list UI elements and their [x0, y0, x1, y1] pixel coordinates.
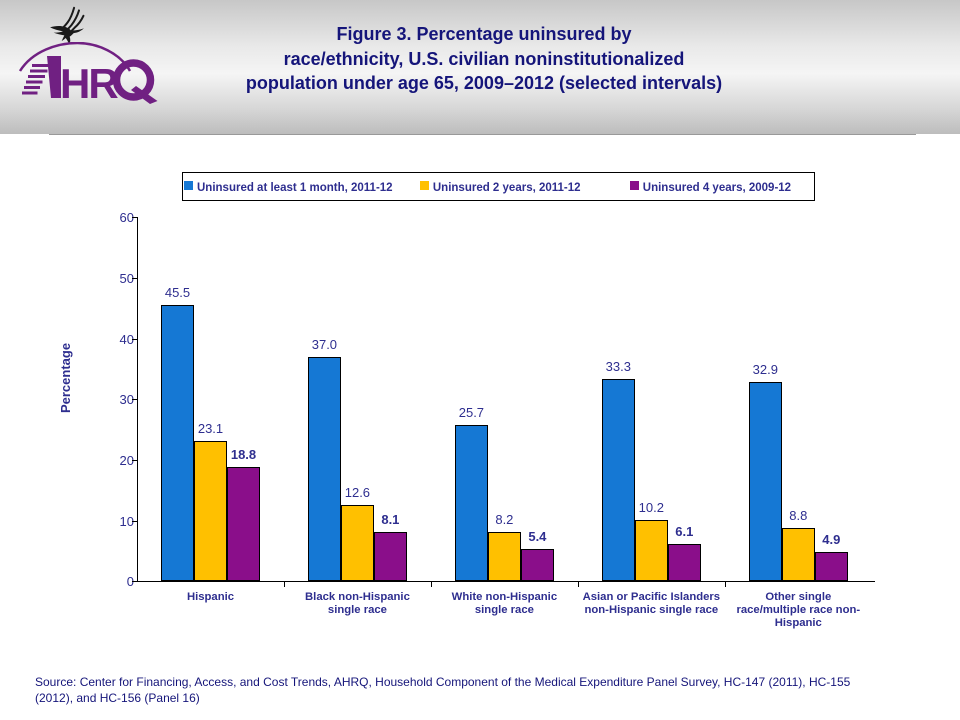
svg-text:HR: HR [60, 60, 118, 104]
